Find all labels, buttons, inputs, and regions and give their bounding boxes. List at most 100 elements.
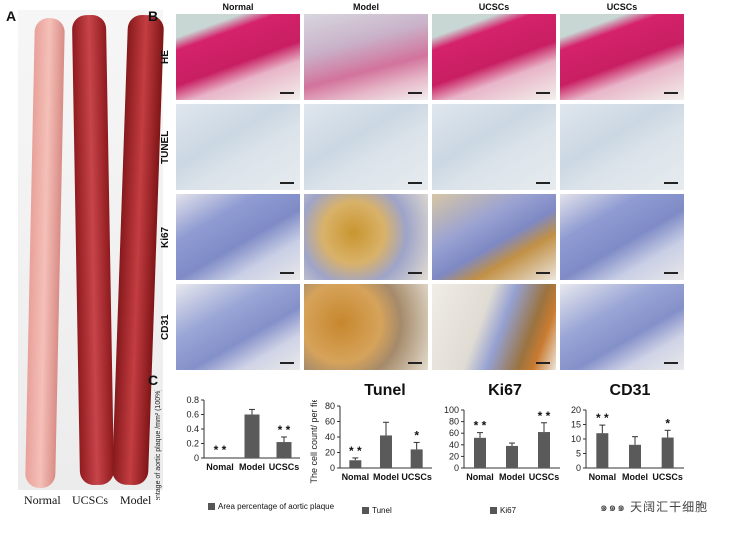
category-label: Nomal bbox=[589, 472, 617, 482]
legend-label-plaque: Area percentage of aortic plaque bbox=[218, 502, 335, 511]
y-tick-label: 0.6 bbox=[186, 410, 199, 420]
aorta-normal bbox=[25, 17, 65, 489]
micrograph-ki67-ucscs-1 bbox=[432, 194, 556, 280]
chart-tunel: 0 20 40 60 80 The cell count/ per field * * Nom… bbox=[309, 400, 432, 484]
legend-tunel: Tunel bbox=[362, 506, 392, 515]
significance-stars: * * bbox=[349, 444, 362, 458]
y-tick-label: 5 bbox=[576, 449, 581, 459]
watermark: ๑๑๑ 天阔汇干细胞 bbox=[600, 500, 709, 514]
aorta-photo bbox=[18, 10, 165, 490]
micrograph-cd31-ucscs-1 bbox=[432, 284, 556, 370]
col-header-normal: Normal bbox=[222, 2, 254, 12]
y-tick-label: 100 bbox=[444, 405, 459, 415]
bar-ucscs bbox=[661, 437, 674, 468]
col-header-ucscs-2: UCSCs bbox=[606, 2, 638, 12]
caption-model: Model bbox=[120, 493, 152, 507]
y-tick-label: 20 bbox=[325, 448, 335, 458]
col-header-ucscs-1: UCSCs bbox=[478, 2, 510, 12]
category-label: UCSCs bbox=[529, 472, 560, 482]
chart-title-cd31: CD31 bbox=[609, 382, 651, 399]
panel-label-c: C bbox=[148, 372, 159, 388]
micrograph-tunel-model bbox=[304, 104, 428, 190]
y-tick-label: 40 bbox=[449, 440, 459, 450]
significance-stars: * bbox=[414, 428, 419, 442]
chart-cd31: 0 5 10 15 20 * * Nomal Model * UCSCs bbox=[571, 405, 684, 482]
y-axis-label: The cell count/ per field bbox=[309, 400, 319, 484]
bar-model bbox=[629, 444, 641, 468]
micrograph-cd31-normal bbox=[176, 284, 300, 370]
micrograph-tunel-ucscs-2 bbox=[560, 104, 684, 190]
y-tick-label: 0.2 bbox=[186, 439, 199, 449]
bar-ucscs bbox=[410, 449, 423, 468]
row-header-ki67: Ki67 bbox=[160, 226, 171, 248]
legend-plaque: Area percentage of aortic plaque bbox=[208, 502, 348, 511]
micrograph-tunel-normal bbox=[176, 104, 300, 190]
aorta-ucscs bbox=[71, 14, 115, 486]
y-tick-label: 20 bbox=[449, 451, 459, 461]
bar-model bbox=[506, 445, 518, 468]
micrograph-he-ucscs-1 bbox=[432, 14, 556, 100]
legend-swatch bbox=[362, 507, 369, 514]
panel-label-a: A bbox=[6, 8, 17, 24]
legend-label-ki67: Ki67 bbox=[500, 506, 517, 515]
y-tick-label: 0 bbox=[576, 463, 581, 473]
category-label: Model bbox=[239, 462, 265, 472]
significance-stars: * bbox=[665, 416, 670, 430]
y-tick-label: 0.8 bbox=[186, 395, 199, 405]
chart-title-ki67: Ki67 bbox=[488, 382, 522, 399]
category-label: Nomal bbox=[206, 462, 234, 472]
y-tick-label: 0 bbox=[330, 463, 335, 473]
col-header-model: Model bbox=[353, 2, 379, 12]
row-header-he: HE bbox=[160, 50, 171, 64]
category-label: Nomal bbox=[466, 472, 494, 482]
significance-stars: * * bbox=[474, 419, 487, 433]
caption-ucscs: UCSCs bbox=[72, 493, 109, 507]
y-tick-label: 60 bbox=[449, 428, 459, 438]
y-axis-label: Area percentage of aortic plaque /mm² (1… bbox=[155, 390, 162, 500]
micrograph-he-model bbox=[304, 14, 428, 100]
micrograph-he-normal bbox=[176, 14, 300, 100]
y-tick-label: 0 bbox=[194, 453, 199, 463]
chart-title-tunel: Tunel bbox=[364, 382, 406, 399]
bar-ucscs bbox=[538, 432, 550, 468]
y-tick-label: 40 bbox=[325, 432, 335, 442]
y-tick-label: 80 bbox=[449, 417, 459, 427]
y-tick-label: 80 bbox=[325, 401, 335, 411]
category-label: Model bbox=[373, 472, 399, 482]
y-tick-label: 15 bbox=[571, 420, 581, 430]
panel-label-b: B bbox=[148, 8, 159, 24]
y-tick-label: 20 bbox=[571, 405, 581, 415]
bar-ucscs bbox=[276, 442, 292, 458]
micrograph-he-ucscs-2 bbox=[560, 14, 684, 100]
caption-normal: Normal bbox=[24, 493, 61, 507]
legend-label-tunel: Tunel bbox=[372, 506, 392, 515]
significance-stars: * * bbox=[596, 411, 609, 425]
category-label: UCSCs bbox=[401, 472, 432, 482]
bar-model bbox=[380, 435, 392, 468]
legend-swatch bbox=[208, 503, 215, 510]
micrograph-ki67-normal bbox=[176, 194, 300, 280]
row-header-tunel: TUNEL bbox=[160, 130, 171, 164]
row-header-cd31: CD31 bbox=[160, 314, 171, 340]
bar-nomal bbox=[474, 437, 486, 468]
category-label: Nomal bbox=[342, 472, 370, 482]
category-label: UCSCs bbox=[652, 472, 683, 482]
micrograph-ki67-model bbox=[304, 194, 428, 280]
y-tick-label: 0.4 bbox=[186, 424, 199, 434]
category-label: UCSCs bbox=[269, 462, 300, 472]
legend-swatch bbox=[490, 507, 497, 514]
category-label: Model bbox=[622, 472, 648, 482]
significance-stars: * * bbox=[278, 423, 291, 437]
micrograph-ki67-ucscs-2 bbox=[560, 194, 684, 280]
bar-nomal bbox=[349, 460, 362, 468]
micrograph-cd31-model bbox=[304, 284, 428, 370]
y-tick-label: 60 bbox=[325, 417, 335, 427]
micrograph-tunel-ucscs-1 bbox=[432, 104, 556, 190]
category-label: Model bbox=[499, 472, 525, 482]
bar-model bbox=[244, 414, 260, 458]
y-tick-label: 0 bbox=[454, 463, 459, 473]
significance-stars: * * bbox=[538, 409, 551, 423]
micrograph-cd31-ucscs-2 bbox=[560, 284, 684, 370]
